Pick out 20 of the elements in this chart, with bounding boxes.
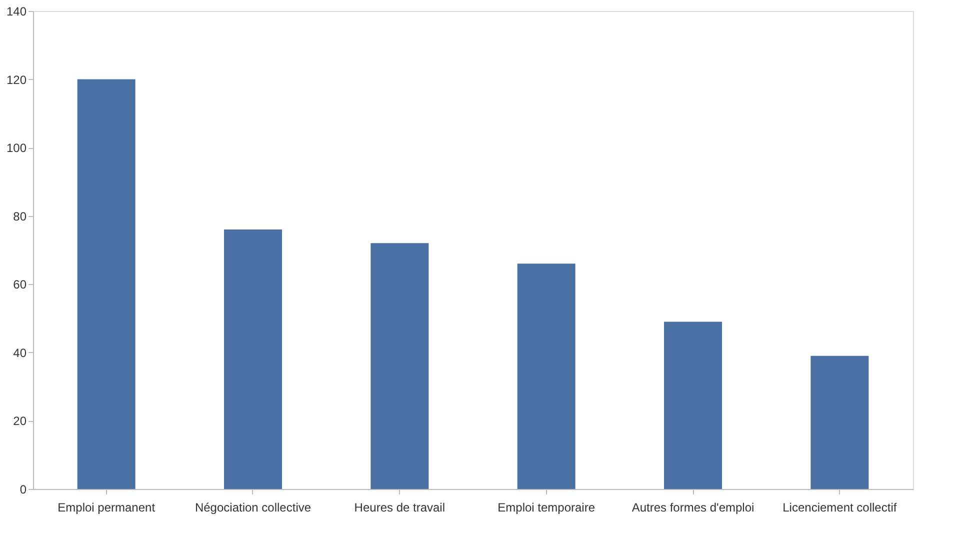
y-tick-label: 100: [6, 141, 27, 156]
x-tick-label: Emploi permanent: [58, 500, 156, 514]
x-tick-label: Autres formes d'emploi: [632, 500, 754, 514]
x-tick-label: Licenciement collectif: [782, 500, 898, 514]
y-tick-label: 80: [13, 209, 27, 224]
x-tick-label: Heures de travail: [354, 500, 446, 514]
y-tick-label: 20: [13, 414, 27, 428]
x-tick-label: Négociation collective: [194, 500, 312, 514]
y-tick-label: 0: [20, 482, 27, 496]
bar: [370, 243, 429, 489]
x-tick-label: Emploi temporaire: [498, 500, 596, 514]
bar: [224, 230, 282, 489]
y-tick-label: 40: [13, 346, 27, 360]
bar: [77, 79, 136, 489]
bar: [664, 322, 722, 489]
bar: [810, 356, 869, 489]
y-tick-label: 60: [13, 278, 27, 292]
bar: [517, 264, 576, 489]
y-tick-label: 140: [6, 4, 27, 18]
y-tick-label: 120: [6, 72, 27, 87]
